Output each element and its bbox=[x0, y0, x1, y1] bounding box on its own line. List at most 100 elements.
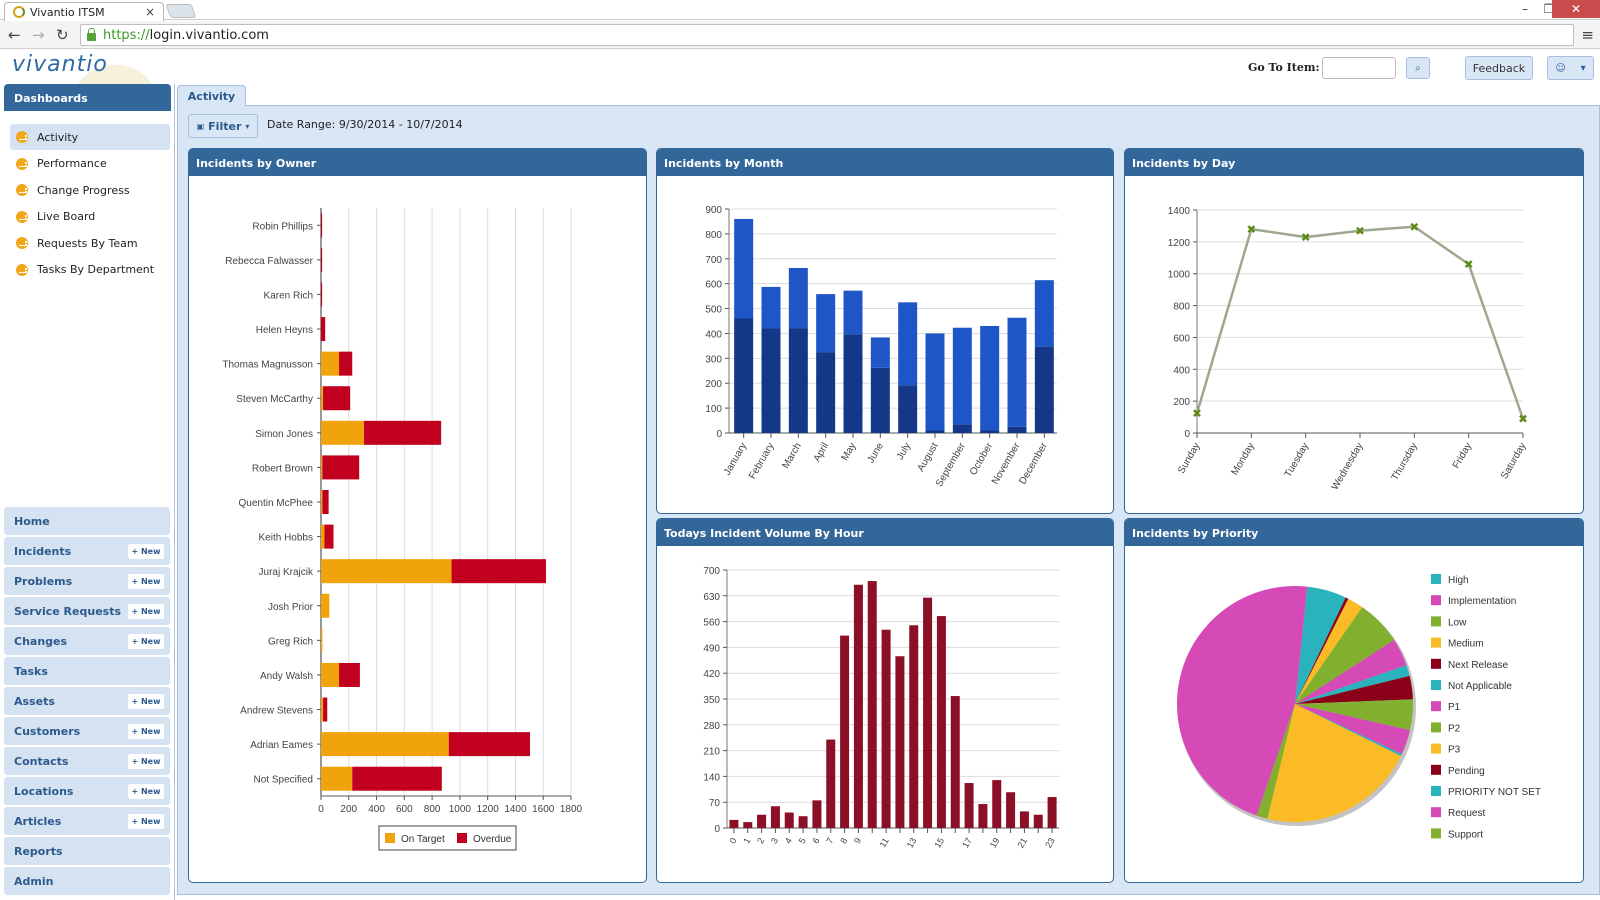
bar-segment bbox=[925, 430, 945, 433]
y-tick-label: 630 bbox=[703, 592, 720, 603]
sidebar-item-changes[interactable]: Changes + New bbox=[4, 627, 170, 655]
y-tick-label: 0 bbox=[716, 429, 722, 440]
sidebar-item-reports[interactable]: Reports bbox=[4, 837, 170, 865]
goto-item-input[interactable] bbox=[1322, 57, 1396, 79]
sidebar-item-label: Changes bbox=[14, 634, 68, 648]
forward-icon[interactable]: → bbox=[32, 26, 45, 44]
dashboard-item-activity[interactable]: Activity bbox=[10, 124, 170, 150]
dashboard-chart-icon bbox=[16, 237, 28, 249]
sidebar-item-locations[interactable]: Locations + New bbox=[4, 777, 170, 805]
new-item-button[interactable]: + New bbox=[128, 754, 164, 769]
sidebar-item-incidents[interactable]: Incidents + New bbox=[4, 537, 170, 565]
browser-tab[interactable]: Vivantio ITSM × bbox=[4, 2, 164, 21]
sidebar-item-problems[interactable]: Problems + New bbox=[4, 567, 170, 595]
close-tab-icon[interactable]: × bbox=[144, 5, 155, 19]
favicon-icon bbox=[13, 6, 25, 18]
x-tick-label: 800 bbox=[424, 804, 441, 815]
bar bbox=[826, 739, 836, 828]
sidebar-item-home[interactable]: Home bbox=[4, 507, 170, 535]
bar-on-target bbox=[321, 524, 325, 549]
url-input[interactable]: https:// login.vivantio.com bbox=[80, 24, 1574, 46]
dashboard-chart-icon bbox=[16, 263, 28, 276]
dashboards-header[interactable]: Dashboards bbox=[4, 84, 171, 111]
dashboard-item-live-board[interactable]: Live Board bbox=[10, 204, 170, 230]
x-tick-label: 13 bbox=[905, 836, 919, 850]
bar-on-target bbox=[321, 386, 324, 411]
browser-menu-icon[interactable]: ≡ bbox=[1581, 26, 1594, 44]
bar-overdue bbox=[339, 351, 353, 376]
data-point-marker bbox=[1301, 233, 1310, 241]
dashboard-item-requests-by-team[interactable]: Requests By Team bbox=[10, 230, 170, 256]
y-tick-label: Steven McCarthy bbox=[236, 394, 313, 405]
sidebar-item-admin[interactable]: Admin bbox=[4, 867, 170, 895]
legend-swatch bbox=[1431, 658, 1441, 669]
x-tick-label: 600 bbox=[396, 804, 413, 815]
sidebar-item-label: Locations bbox=[14, 784, 74, 798]
pie-slice-medium bbox=[1267, 704, 1401, 822]
new-item-button[interactable]: + New bbox=[128, 784, 164, 799]
x-tick-label: July bbox=[895, 441, 913, 462]
y-tick-label: Quentin McPhee bbox=[239, 498, 314, 509]
pie-slice-high bbox=[1295, 586, 1346, 704]
y-tick-label: Robin Phillips bbox=[252, 221, 313, 232]
feedback-button[interactable]: Feedback bbox=[1465, 56, 1533, 80]
bar-segment bbox=[788, 328, 808, 433]
x-tick-label: 19 bbox=[988, 836, 1002, 850]
minimize-icon[interactable]: – bbox=[1522, 2, 1528, 16]
legend-swatch bbox=[1431, 722, 1441, 733]
sidebar-item-assets[interactable]: Assets + New bbox=[4, 687, 170, 715]
new-item-button[interactable]: + New bbox=[128, 724, 164, 739]
legend-label: P3 bbox=[1448, 745, 1461, 756]
bar-overdue bbox=[339, 662, 360, 687]
new-item-button[interactable]: + New bbox=[128, 814, 164, 829]
sidebar-item-tasks[interactable]: Tasks bbox=[4, 657, 170, 685]
legend-swatch bbox=[1431, 807, 1441, 818]
back-icon[interactable]: ← bbox=[8, 26, 21, 44]
window-close-icon[interactable]: ✕ bbox=[1552, 0, 1600, 18]
sidebar-item-contacts[interactable]: Contacts + New bbox=[4, 747, 170, 775]
incidents-by-month-chart: 0 100 200 300 400 500 600 700 800 900 JanuaryFebru… bbox=[705, 205, 1057, 489]
sidebar-item-service-requests[interactable]: Service Requests + New bbox=[4, 597, 170, 625]
bar-overdue bbox=[321, 213, 323, 238]
vivantio-logo[interactable]: vivantio bbox=[12, 52, 108, 77]
bar bbox=[964, 783, 974, 828]
legend-label: Medium bbox=[1448, 639, 1484, 650]
dashboard-item-change-progress[interactable]: Change Progress bbox=[10, 177, 170, 203]
new-tab-button[interactable] bbox=[165, 4, 197, 18]
bar-on-target bbox=[321, 420, 365, 445]
x-tick-label: Friday bbox=[1451, 441, 1474, 471]
new-item-button[interactable]: + New bbox=[128, 694, 164, 709]
sidebar-item-customers[interactable]: Customers + New bbox=[4, 717, 170, 745]
y-tick-label: Thomas Magnusson bbox=[222, 360, 313, 371]
x-tick-label: Tuesday bbox=[1283, 441, 1312, 479]
dashboard-item-tasks-by-department[interactable]: Tasks By Department bbox=[10, 257, 170, 283]
bar bbox=[743, 822, 753, 828]
bar-on-target bbox=[321, 732, 449, 757]
user-menu-button[interactable]: ☺ ▾ bbox=[1547, 56, 1594, 80]
new-item-button[interactable]: + New bbox=[128, 634, 164, 649]
new-item-button[interactable]: + New bbox=[128, 574, 164, 589]
x-tick-label: 6 bbox=[810, 836, 821, 845]
reload-icon[interactable]: ↻ bbox=[56, 26, 69, 44]
y-tick-label: 1400 bbox=[1168, 206, 1191, 217]
search-icon[interactable]: ⌕ bbox=[1406, 57, 1430, 79]
bar bbox=[881, 629, 891, 828]
y-tick-label: 490 bbox=[703, 643, 720, 654]
chevron-down-icon: ▾ bbox=[245, 121, 250, 131]
bar-on-target bbox=[321, 455, 323, 480]
pie-slice-support bbox=[1295, 699, 1413, 704]
sidebar-item-label: Customers bbox=[14, 724, 81, 738]
url-scheme: https:// bbox=[103, 27, 150, 43]
sidebar-nav: Home Incidents + New Problems + New Service R… bbox=[4, 507, 170, 897]
pie-slice-not-applicable bbox=[1295, 665, 1410, 704]
sidebar-item-articles[interactable]: Articles + New bbox=[4, 807, 170, 835]
restore-icon[interactable]: ❐ bbox=[1543, 2, 1555, 16]
bar bbox=[853, 584, 863, 828]
tab-activity[interactable]: Activity bbox=[177, 85, 246, 106]
new-item-button[interactable]: + New bbox=[128, 544, 164, 559]
filter-button[interactable]: ▣ Filter ▾ bbox=[188, 114, 258, 138]
new-item-button[interactable]: + New bbox=[128, 604, 164, 619]
dashboard-item-performance[interactable]: Performance bbox=[10, 151, 170, 177]
x-tick-label: August bbox=[916, 441, 941, 474]
x-tick-label: 200 bbox=[340, 804, 357, 815]
